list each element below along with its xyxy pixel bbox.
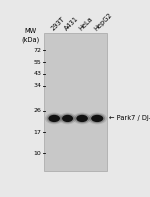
Ellipse shape (60, 114, 75, 123)
Ellipse shape (45, 113, 63, 124)
Bar (44, 33, 107, 171)
Text: HeLa: HeLa (78, 16, 94, 32)
Ellipse shape (76, 115, 88, 122)
Text: 10: 10 (34, 151, 41, 156)
Text: HepG2: HepG2 (93, 12, 113, 32)
Text: A431: A431 (63, 16, 80, 32)
Ellipse shape (59, 113, 76, 124)
Text: 26: 26 (34, 108, 41, 113)
Text: (kDa): (kDa) (21, 36, 39, 43)
Ellipse shape (89, 114, 105, 123)
Ellipse shape (91, 115, 103, 122)
Ellipse shape (62, 115, 73, 122)
Text: 72: 72 (33, 48, 41, 53)
Text: 55: 55 (34, 60, 41, 65)
Ellipse shape (73, 113, 91, 124)
Ellipse shape (48, 115, 60, 122)
Text: 43: 43 (33, 71, 41, 76)
Text: 293T: 293T (50, 16, 66, 32)
Ellipse shape (47, 114, 62, 123)
Text: 34: 34 (33, 83, 41, 88)
Ellipse shape (87, 113, 107, 124)
Text: 17: 17 (34, 130, 41, 135)
Text: ← Park7 / DJ-1: ← Park7 / DJ-1 (109, 115, 150, 121)
Ellipse shape (75, 114, 90, 123)
Text: MW: MW (24, 28, 36, 34)
